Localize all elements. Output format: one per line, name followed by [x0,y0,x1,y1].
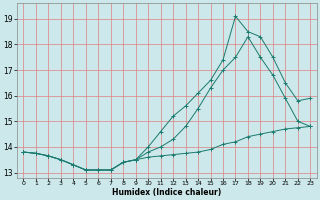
X-axis label: Humidex (Indice chaleur): Humidex (Indice chaleur) [112,188,221,197]
